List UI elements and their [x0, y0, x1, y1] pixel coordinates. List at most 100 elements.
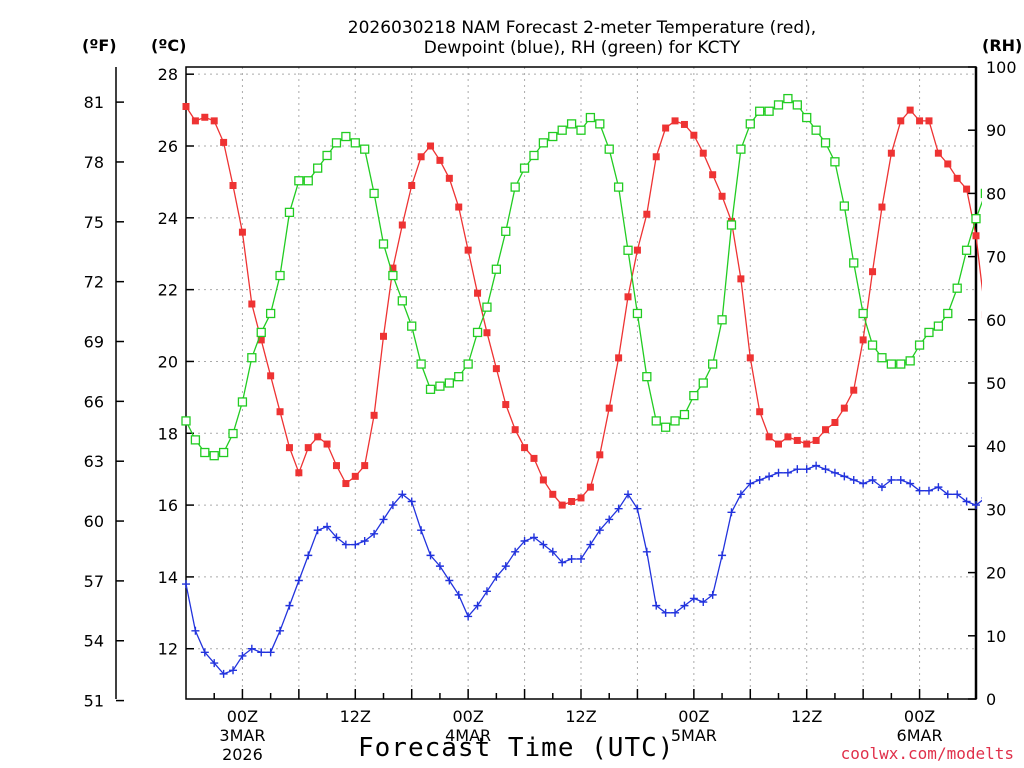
rh-point — [991, 151, 999, 159]
temperature-point — [483, 329, 491, 337]
temperature-point — [182, 103, 190, 110]
celsius-tick-label: 22 — [158, 281, 178, 300]
temperature-point — [737, 275, 745, 283]
dewpoint-point — [341, 540, 350, 549]
dewpoint-point — [783, 468, 792, 477]
axes: 51 54 57 60 63 66 69 72 75 78 81 12 14 16 18 20 22 24 26 28… — [84, 58, 1017, 764]
dewpoint-point — [229, 666, 238, 675]
temperature-point — [822, 426, 830, 434]
celsius-tick-label: 14 — [158, 568, 178, 587]
temperature-point — [267, 372, 275, 380]
fahrenheit-unit-label: (ºF) — [82, 36, 117, 55]
rh-point — [501, 226, 511, 236]
fahrenheit-tick-label: 54 — [84, 632, 104, 651]
temperature-series — [182, 103, 1008, 509]
rh-point — [350, 138, 360, 148]
temperature-point — [925, 117, 933, 125]
source-credit: coolwx.com/modelts — [840, 744, 1014, 763]
rh-point — [623, 245, 633, 255]
rh-point — [858, 308, 868, 319]
temperature-point — [445, 174, 453, 182]
celsius-unit-label: (ºC) — [151, 36, 187, 55]
temperature-point — [916, 117, 924, 125]
rh-point — [397, 296, 407, 306]
temperature-point — [427, 142, 435, 150]
rh-point — [971, 214, 981, 224]
dewpoint-point — [840, 472, 849, 481]
dewpoint-point — [708, 590, 717, 599]
temperature-point — [869, 268, 877, 276]
rh-point — [510, 182, 520, 192]
temperature-point — [220, 138, 228, 146]
celsius-tick-label: 24 — [158, 209, 178, 228]
dewpoint-point — [774, 468, 783, 477]
temperature-line — [185, 106, 982, 506]
rh-point — [952, 283, 962, 293]
rh-point — [905, 356, 915, 366]
rh-point — [228, 428, 238, 439]
rh-point — [200, 447, 210, 458]
dewpoint-point — [661, 608, 670, 617]
temperature-point — [887, 149, 895, 157]
rh-point — [181, 416, 191, 426]
rh-point — [529, 150, 539, 161]
rh-point — [689, 390, 699, 401]
rh-point — [247, 353, 257, 363]
celsius-tick-label: 16 — [158, 496, 178, 515]
dewpoint-point — [671, 608, 680, 617]
dewpoint-point — [877, 483, 886, 492]
dewpoint-point — [304, 551, 313, 560]
dewpoint-point — [351, 540, 360, 549]
temperature-point — [248, 300, 256, 308]
dewpoint-point — [924, 486, 933, 495]
dewpoint-point — [859, 479, 868, 488]
dewpoint-point — [577, 554, 585, 563]
rh-point — [877, 353, 887, 363]
temperature-point — [455, 203, 463, 211]
fahrenheit-tick-label: 78 — [84, 153, 104, 172]
rh-tick-label: 60 — [986, 311, 1006, 330]
rh-point — [745, 119, 755, 129]
rh-point — [491, 264, 502, 274]
rh-point — [867, 340, 878, 350]
rh-point — [548, 131, 558, 142]
temperature-point — [972, 232, 980, 240]
rh-point — [811, 125, 821, 135]
fahrenheit-tick-label: 81 — [84, 93, 104, 112]
dewpoint-point — [294, 576, 303, 585]
chart-title: 2026030218 NAM Forecast 2-meter Temperat… — [0, 18, 1024, 58]
temperature-point — [549, 490, 557, 498]
temperature-point — [718, 192, 726, 200]
rh-point — [642, 372, 652, 382]
dewpoint-point — [388, 501, 397, 510]
temperature-point — [332, 462, 340, 470]
temperature-point — [878, 203, 886, 211]
temperature-point — [558, 501, 566, 509]
x-tick-time-label: 00Z — [452, 707, 483, 726]
rh-point — [820, 138, 831, 148]
temperature-point — [1001, 397, 1008, 404]
plot-frame — [185, 66, 977, 700]
x-tick-time-label: 12Z — [791, 707, 822, 726]
temperature-point — [897, 117, 905, 125]
dewpoint-point — [219, 669, 228, 678]
dewpoint-point — [943, 490, 952, 499]
dewpoint-point — [323, 522, 332, 531]
dewpoint-point — [614, 504, 623, 513]
dewpoint-point — [765, 472, 774, 481]
temperature-point — [624, 293, 632, 301]
dewpoint-point — [529, 533, 538, 542]
temperature-point — [605, 404, 613, 412]
rh-point — [425, 384, 436, 394]
dewpoint-point — [332, 533, 341, 542]
dewpoint-point — [868, 475, 877, 484]
dewpoint-point — [567, 554, 576, 563]
rh-point — [444, 378, 454, 388]
rh-point — [360, 144, 370, 154]
dewpoint-point — [426, 551, 435, 560]
fahrenheit-tick-label: 69 — [84, 333, 104, 352]
dewpoint-line — [185, 464, 982, 675]
temperature-point — [709, 171, 717, 179]
temperature-point — [323, 440, 331, 448]
temperature-point — [633, 246, 641, 254]
